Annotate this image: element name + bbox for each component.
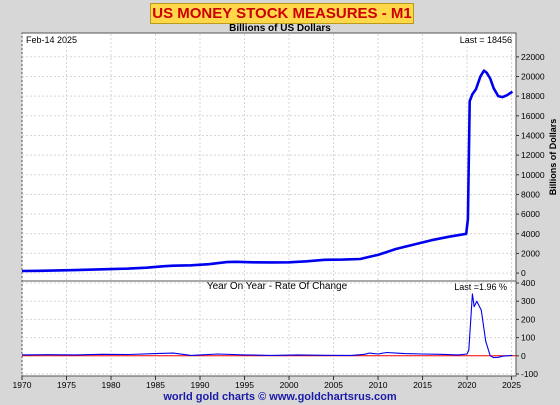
x-tick-label: 2015: [413, 380, 432, 390]
chart-title: US MONEY STOCK MEASURES - M1: [150, 3, 414, 24]
main-y-tick-label: 18000: [521, 91, 545, 101]
rate-series-line: [21, 293, 513, 359]
main-y-tick-label: 16000: [521, 111, 545, 121]
main-y-tick-label: 2000: [521, 248, 540, 258]
axis-labels: 0200040006000800010000120001400016000180…: [13, 52, 545, 390]
main-y-tick-label: 10000: [521, 170, 545, 180]
x-tick-label: 1970: [13, 380, 32, 390]
main-y-tick-label: 22000: [521, 52, 545, 62]
main-series-line: [21, 69, 514, 273]
main-y-tick-label: 0: [521, 268, 526, 278]
x-tick-label: 2025: [502, 380, 521, 390]
rate-panel-title: Year On Year - Rate Of Change: [207, 281, 348, 292]
main-y-tick-label: 20000: [521, 71, 545, 81]
main-y-tick-label: 8000: [521, 189, 540, 199]
x-tick-label: 2000: [280, 380, 299, 390]
main-y-tick-label: 6000: [521, 209, 540, 219]
main-panel: [21, 32, 517, 282]
chart-subtitle: Billions of US Dollars: [229, 23, 331, 34]
main-last-label: Last = 18456: [460, 35, 512, 45]
grid-lines: [21, 34, 516, 375]
rate-y-tick-label: 100: [521, 333, 535, 343]
rate-panel: [21, 280, 517, 377]
x-tick-label: 1995: [235, 380, 254, 390]
rate-y-tick-label: 300: [521, 296, 535, 306]
x-tick-label: 2020: [458, 380, 477, 390]
rate-y-tick-label: -100: [521, 369, 538, 379]
x-tick-label: 2005: [324, 380, 343, 390]
rate-y-tick-label: 0: [521, 351, 526, 361]
x-tick-label: 1980: [102, 380, 121, 390]
footer-credit: world gold charts © www.goldchartsrus.co…: [162, 391, 396, 403]
x-tick-label: 1975: [57, 380, 76, 390]
x-tick-label: 1990: [191, 380, 210, 390]
y-axis-label: Billions of Dollars: [548, 119, 558, 196]
main-y-tick-label: 4000: [521, 229, 540, 239]
main-y-tick-label: 14000: [521, 130, 545, 140]
rate-y-tick-label: 200: [521, 314, 535, 324]
x-tick-label: 1985: [146, 380, 165, 390]
rate-y-tick-label: 400: [521, 278, 535, 288]
date-label: Feb-14 2025: [26, 35, 77, 45]
x-tick-label: 2010: [369, 380, 388, 390]
series-layer: [21, 69, 516, 359]
main-y-tick-label: 12000: [521, 150, 545, 160]
rate-last-label: Last =1.96 %: [454, 282, 507, 292]
